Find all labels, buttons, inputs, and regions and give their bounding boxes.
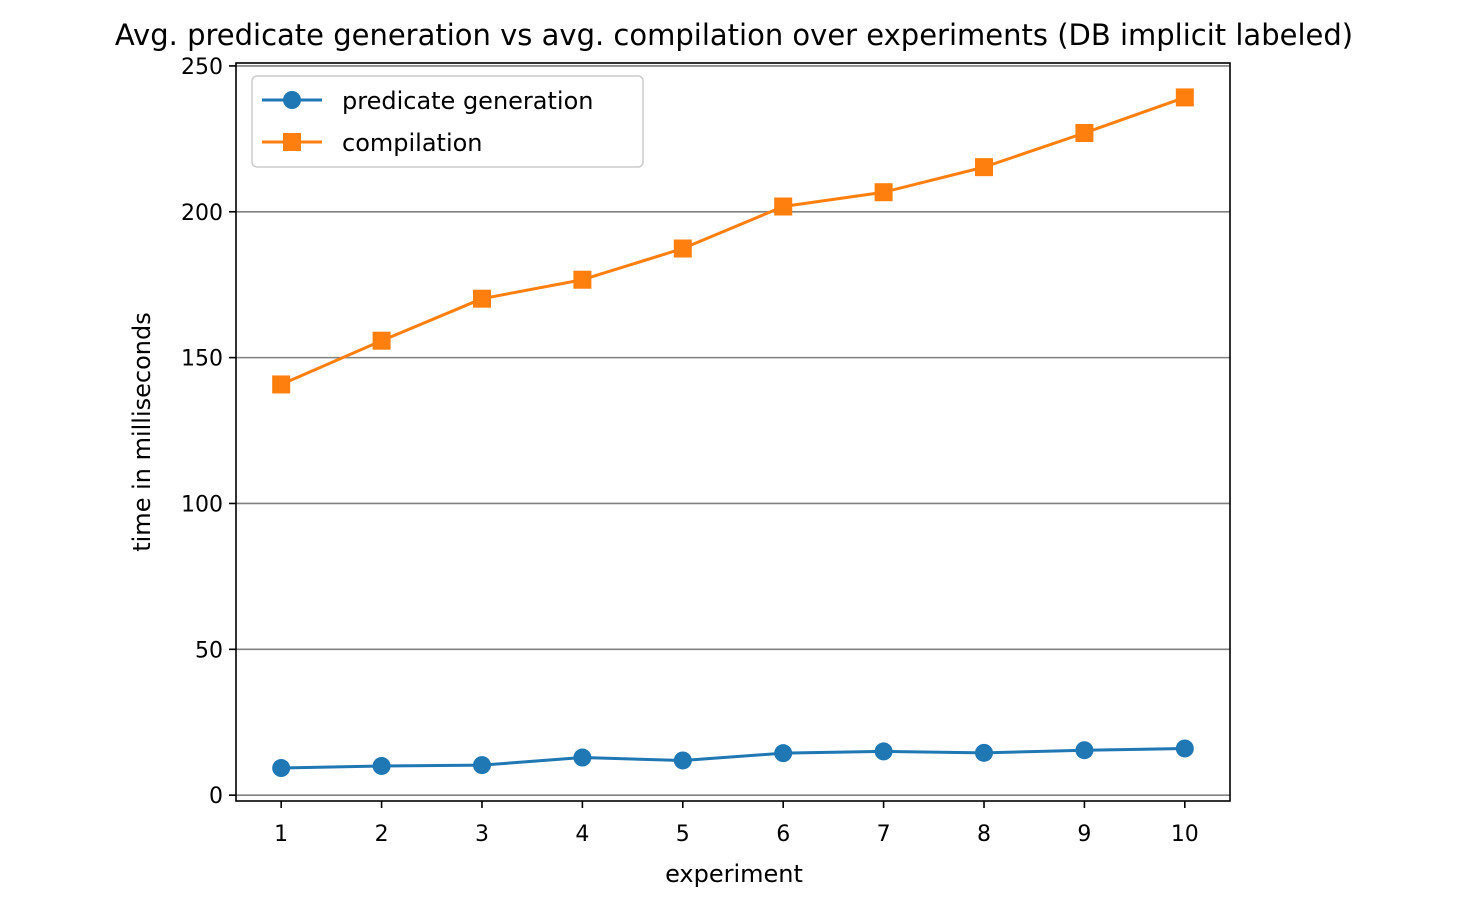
data-point bbox=[975, 743, 994, 762]
legend-label-compilation: compilation bbox=[342, 129, 483, 157]
plot-frame bbox=[235, 62, 1231, 802]
legend-label-predicate-generation: predicate generation bbox=[342, 87, 593, 115]
x-tick-label: 1 bbox=[274, 822, 288, 847]
data-point bbox=[472, 756, 491, 775]
data-point bbox=[774, 744, 793, 763]
x-tick-label: 7 bbox=[877, 822, 891, 847]
series-line-compilation bbox=[280, 96, 1186, 386]
chart-title: Avg. predicate generation vs avg. compil… bbox=[115, 18, 1353, 52]
x-tick-label: 4 bbox=[575, 822, 589, 847]
data-point bbox=[272, 759, 291, 778]
series-layer bbox=[272, 88, 1194, 778]
data-point bbox=[1175, 739, 1194, 758]
data-point bbox=[1075, 124, 1094, 143]
legend-box bbox=[251, 75, 644, 168]
x-tick-label: 9 bbox=[1077, 822, 1091, 847]
data-point bbox=[1075, 741, 1094, 760]
data-point bbox=[372, 756, 391, 775]
legend-entry-predicate-generation: predicate generation bbox=[262, 87, 593, 115]
legend-entry-compilation: compilation bbox=[262, 129, 483, 157]
y-tick-label: 250 bbox=[181, 55, 223, 80]
x-axis-label: experiment bbox=[665, 860, 803, 888]
gridlines bbox=[236, 65, 1230, 796]
data-point bbox=[573, 748, 592, 767]
data-point bbox=[272, 375, 291, 394]
y-tick-label: 50 bbox=[195, 638, 223, 663]
series-compilation bbox=[272, 88, 1194, 394]
data-point bbox=[673, 751, 692, 770]
data-point bbox=[573, 270, 592, 289]
x-tick-label: 8 bbox=[977, 822, 991, 847]
y-tick-label: 150 bbox=[181, 347, 223, 372]
x-tick-label: 6 bbox=[776, 822, 790, 847]
y-axis: 0 50 100 150 200 250 bbox=[181, 55, 236, 809]
data-point bbox=[874, 183, 893, 202]
x-tick-label: 10 bbox=[1171, 822, 1199, 847]
series-predicate-generation bbox=[272, 739, 1194, 778]
legend-marker-compilation bbox=[283, 133, 301, 151]
legend: predicate generation compilation bbox=[251, 75, 644, 168]
x-tick-label: 3 bbox=[475, 822, 489, 847]
data-point bbox=[673, 239, 692, 258]
data-point bbox=[874, 742, 893, 761]
x-tick-label: 2 bbox=[375, 822, 389, 847]
data-point bbox=[975, 158, 994, 177]
series-line-predicate-generation bbox=[281, 746, 1185, 770]
x-tick-label: 5 bbox=[676, 822, 690, 847]
y-tick-label: 200 bbox=[181, 201, 223, 226]
legend-marker-predicate-generation bbox=[283, 91, 301, 109]
data-point bbox=[774, 197, 793, 216]
y-tick-label: 0 bbox=[209, 784, 223, 809]
data-point bbox=[472, 289, 491, 308]
data-point bbox=[372, 331, 391, 350]
y-tick-label: 100 bbox=[181, 492, 223, 517]
data-point bbox=[1175, 88, 1194, 107]
y-axis-label: time in milliseconds bbox=[128, 312, 156, 552]
x-axis: 1 2 3 4 5 6 7 8 9 10 bbox=[274, 801, 1199, 847]
